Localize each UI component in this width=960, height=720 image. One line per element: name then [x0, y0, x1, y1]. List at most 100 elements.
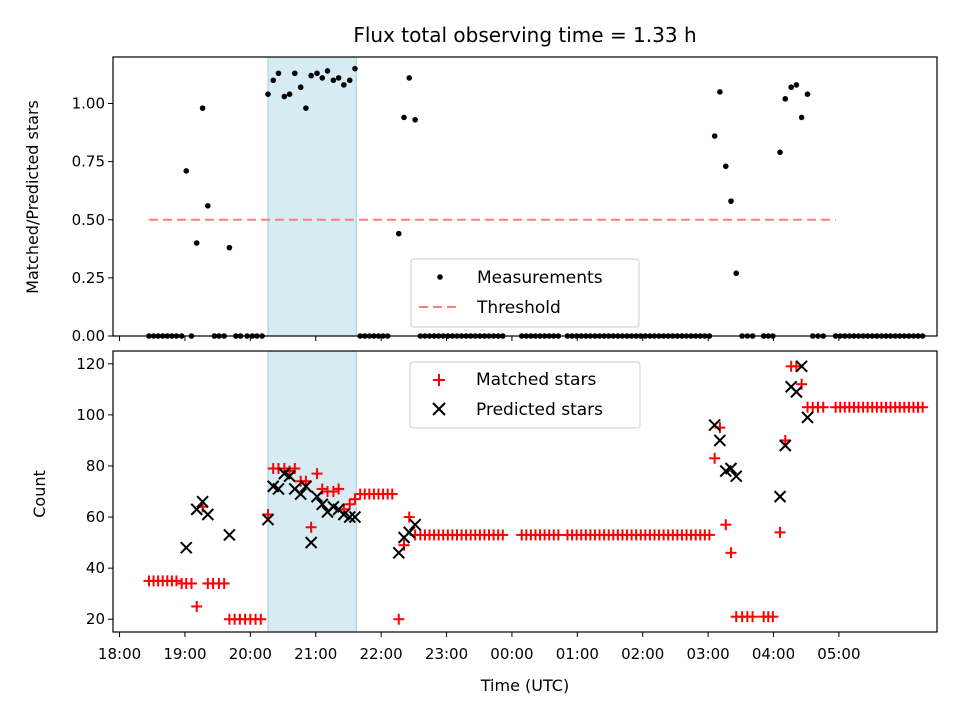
legend-threshold-label: Threshold	[476, 298, 561, 318]
bottom-y-tick-label: 20	[86, 610, 105, 628]
predicted-stars-points	[180, 360, 814, 560]
bottom-x-tick-label: 03:00	[686, 645, 729, 663]
top-legend: Measurements Threshold	[410, 258, 640, 328]
measurement-point	[193, 240, 200, 246]
bottom-x-tick-label: 04:00	[752, 645, 795, 663]
matched-star-point	[327, 486, 339, 497]
measurement-point	[335, 75, 342, 81]
measurement-point	[308, 72, 314, 79]
top-shaded-span	[267, 56, 357, 337]
predicted-star-point	[708, 418, 721, 432]
predicted-star-point	[180, 541, 193, 554]
bottom-y-tick-label: 40	[86, 559, 105, 577]
top-legend-box	[410, 258, 640, 328]
top-x-ticks	[119, 336, 840, 341]
measurement-point	[281, 93, 288, 100]
matched-star-point	[218, 577, 230, 589]
predicted-star-point	[795, 360, 808, 373]
measurement-point	[324, 68, 331, 74]
predicted-star-point	[261, 513, 275, 526]
matched-star-point	[709, 452, 721, 464]
measurement-point	[270, 77, 277, 84]
top-y-ticks: 0.00 0.25 0.50 0.75 1.00	[72, 95, 113, 345]
measurement-point	[205, 203, 211, 209]
measurement-point	[711, 133, 718, 139]
measurement-point	[728, 198, 734, 204]
predicted-star-point	[801, 411, 814, 424]
predicted-star-point	[408, 518, 422, 531]
bottom-x-tick-label: 23:00	[425, 645, 468, 663]
matched-star-point	[917, 401, 929, 413]
measurement-point	[793, 82, 800, 88]
top-y-tick-label: 0.00	[72, 327, 105, 345]
predicted-star-point	[294, 487, 307, 501]
bottom-x-tick-label: 01:00	[556, 645, 599, 663]
bottom-legend: Matched stars Predicted stars	[409, 361, 641, 429]
measurement-point	[788, 84, 794, 91]
bottom-y-ticks: 20 40 60 80 100 120	[76, 355, 113, 628]
matched-star-point	[349, 493, 361, 505]
matched-star-point	[790, 360, 802, 372]
measurement-point	[292, 70, 298, 77]
measurement-point	[352, 65, 358, 72]
measurement-point	[286, 91, 293, 97]
bottom-x-tick-label: 21:00	[294, 645, 337, 663]
measurement-point	[314, 70, 320, 77]
matched-star-point	[386, 488, 398, 500]
predicted-star-point	[724, 462, 738, 475]
top-y-tick-label: 0.75	[72, 153, 105, 171]
predicted-star-point	[304, 536, 318, 549]
measurement-point	[346, 77, 353, 84]
bottom-y-axis-label: Count	[30, 470, 49, 518]
matched-star-point	[255, 613, 267, 625]
measurement-point	[777, 149, 783, 156]
bottom-x-tick-label: 22:00	[360, 645, 403, 663]
predicted-star-point	[773, 490, 787, 503]
predicted-star-point	[403, 526, 416, 539]
matched-star-point	[185, 577, 197, 589]
predicted-star-point	[299, 480, 313, 493]
top-panel: 0.00 0.25 0.50 0.75 1.00 Flux total observin…	[23, 23, 938, 345]
bottom-x-tick-label: 02:00	[621, 645, 664, 663]
predicted-star-point	[343, 510, 356, 524]
measurement-point	[319, 75, 326, 81]
predicted-star-point	[730, 469, 743, 483]
measurement-point	[804, 91, 811, 97]
matched-star-point	[779, 434, 791, 446]
legend-predicted-label: Predicted stars	[476, 400, 603, 420]
matched-star-point	[767, 611, 779, 623]
bottom-x-tick-label: 00:00	[490, 645, 533, 663]
top-y-axis-label: Matched/Predicted stars	[23, 100, 42, 294]
matched-star-point	[338, 503, 350, 515]
matched-star-point	[393, 613, 405, 625]
matched-star-point	[191, 600, 203, 612]
measurement-point	[341, 82, 347, 88]
legend-measurements-label: Measurements	[477, 268, 603, 288]
bottom-y-tick-label: 80	[86, 457, 105, 475]
measurement-point	[183, 168, 190, 174]
predicted-star-point	[272, 482, 285, 496]
predicted-star-point	[190, 503, 203, 516]
measurement-point	[401, 114, 407, 121]
legend-matched-marker	[433, 374, 445, 386]
bottom-panel: 20 40 60 80 100 120 18:00 19:00 20:00 21:00 22:00…	[30, 350, 938, 695]
measurement-point	[717, 89, 723, 95]
matched-star-point	[311, 468, 323, 480]
matched-star-point	[170, 575, 182, 587]
matched-star-point	[300, 475, 312, 487]
predicted-star-point	[201, 508, 215, 521]
predicted-star-point	[348, 510, 362, 524]
top-y-tick-label: 0.50	[72, 211, 105, 229]
measurement-point	[395, 230, 402, 237]
bottom-y-tick-label: 120	[76, 355, 105, 373]
bottom-x-tick-label: 20:00	[229, 645, 272, 663]
predicted-star-point	[316, 498, 329, 511]
predicted-star-point	[713, 434, 727, 447]
top-y-tick-label: 1.00	[72, 95, 105, 113]
predicted-star-point	[392, 546, 405, 560]
measurement-point	[297, 84, 304, 91]
top-y-tick-label: 0.25	[72, 269, 105, 287]
chart-title: Flux total observing time = 1.33 h	[353, 23, 696, 47]
predicted-star-point	[196, 495, 209, 508]
